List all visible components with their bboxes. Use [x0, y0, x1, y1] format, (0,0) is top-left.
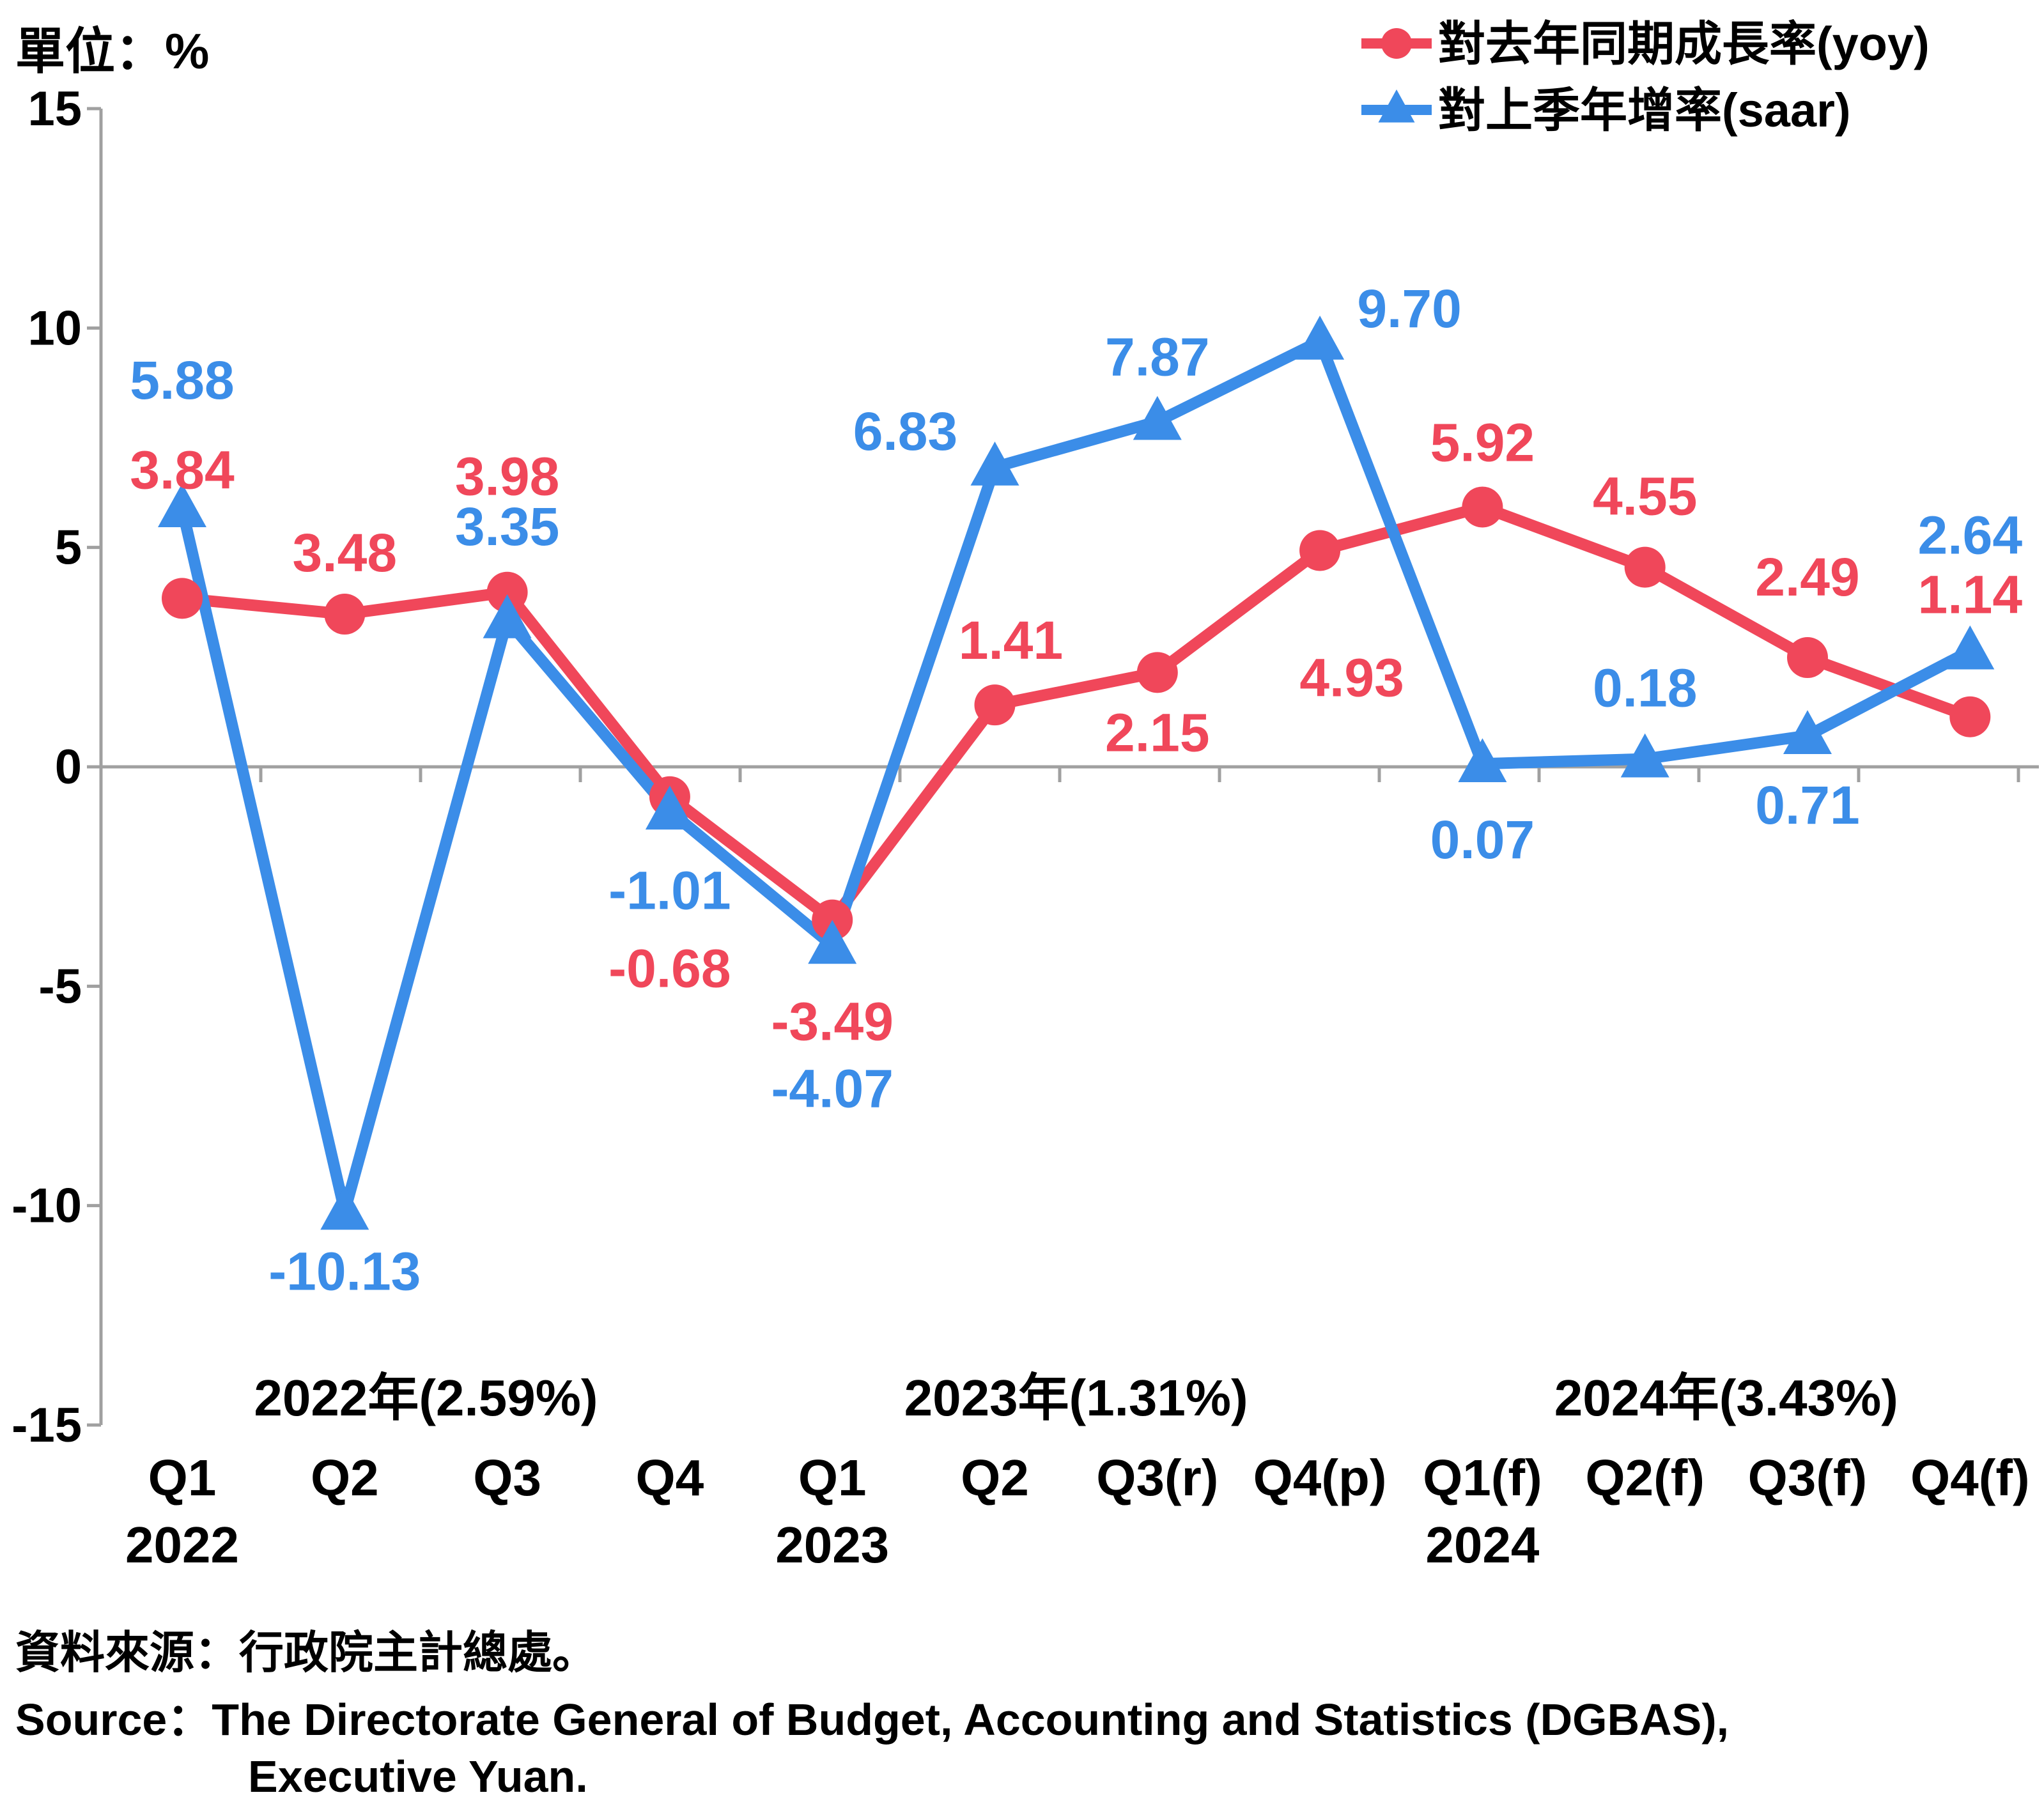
- yoy-data-label: 4.93: [1299, 647, 1404, 707]
- yoy-data-label: 5.92: [1430, 412, 1535, 472]
- saar-marker: [970, 442, 1019, 486]
- legend-triangle-icon: [1378, 89, 1415, 123]
- saar-marker: [158, 483, 206, 528]
- saar-marker: [1946, 625, 1995, 670]
- saar-marker: [1133, 396, 1182, 440]
- saar-data-label: 9.70: [1357, 279, 1462, 339]
- x-tick-labels: Q1 Q2 Q3 Q4 Q1 Q2 Q3(r) Q4(p) Q1(f) Q2(f) Q3(f) Q4(…: [125, 1449, 2030, 1573]
- x-tick-label: Q4(p): [1253, 1449, 1387, 1506]
- yoy-data-label: 2.49: [1755, 547, 1860, 607]
- legend-label: 對上季年增率(saar): [1438, 84, 1851, 137]
- annual-growth-label: 2024年(3.43%): [1554, 1369, 1898, 1426]
- series-line-saar: [176, 335, 1973, 1217]
- saar-data-label: 0.07: [1430, 810, 1535, 870]
- yoy-data-label: 4.55: [1593, 466, 1698, 527]
- saar-data-label: -4.07: [771, 1058, 893, 1118]
- x-tick-label: Q1: [798, 1449, 867, 1506]
- saar-data-label: 2.64: [1918, 505, 2023, 566]
- yoy-data-label: -3.49: [771, 992, 893, 1052]
- legend: 對去年同期成長率(yoy) 對上季年增率(saar): [1361, 17, 1930, 137]
- gdp-growth-line-chart: 15 10 5 0 -5 -10 -15 Q1 Q2 Q3 Q4 Q1 Q2 Q3(r) Q4(p) Q1(…: [12, 17, 2039, 1573]
- axes: [87, 107, 2039, 1427]
- y-tick-label: 10: [27, 301, 82, 355]
- x-tick-label: Q4: [636, 1449, 704, 1506]
- y-tick-label: 0: [55, 740, 82, 794]
- yoy-marker: [1949, 696, 1991, 737]
- saar-marker: [1620, 733, 1669, 778]
- year-label: 2023: [775, 1516, 889, 1573]
- x-tick-label: Q1(f): [1423, 1449, 1542, 1506]
- x-tick-label: Q2: [961, 1449, 1029, 1506]
- yoy-marker: [1299, 530, 1341, 571]
- saar-marker: [1296, 315, 1345, 360]
- saar-data-label: -1.01: [608, 860, 731, 920]
- source-en-line2: Executive Yuan.: [248, 1752, 588, 1801]
- x-tick-label: Q4(f): [1910, 1449, 2030, 1506]
- y-tick-label: -15: [12, 1398, 82, 1453]
- year-label: 2024: [1425, 1516, 1539, 1573]
- yoy-data-label: 3.84: [130, 440, 235, 500]
- x-tick-label: Q3: [473, 1449, 541, 1506]
- yoy-marker: [1624, 546, 1666, 588]
- y-tick-label: 15: [27, 82, 82, 136]
- series-lines: [176, 335, 1973, 1217]
- yoy-marker: [1136, 652, 1178, 693]
- yoy-marker: [486, 571, 528, 613]
- legend-circle-icon: [1381, 28, 1412, 59]
- x-tick-label: Q2: [311, 1449, 379, 1506]
- saar-marker: [320, 1185, 369, 1230]
- saar-marker: [1458, 738, 1507, 782]
- annual-growth-label: 2023年(1.31%): [904, 1369, 1248, 1426]
- saar-data-label: 3.35: [455, 497, 560, 557]
- yoy-data-label: 1.41: [959, 610, 1064, 670]
- year-label: 2022: [125, 1516, 239, 1573]
- annual-labels: 2022年(2.59%) 2023年(1.31%) 2024年(3.43%): [254, 1369, 1898, 1426]
- saar-data-label: 7.87: [1105, 327, 1210, 387]
- annual-growth-label: 2022年(2.59%): [254, 1369, 598, 1426]
- saar-data-label: 0.18: [1593, 658, 1698, 718]
- y-tick-labels: 15 10 5 0 -5 -10 -15: [12, 82, 82, 1453]
- saar-marker: [483, 594, 532, 638]
- x-tick-label: Q3(r): [1096, 1449, 1218, 1506]
- series-markers: [158, 315, 1995, 1230]
- source-en-line1: Source：The Directorate General of Budget…: [15, 1695, 1730, 1745]
- saar-data-label: 6.83: [853, 401, 958, 461]
- unit-label: 單位：%: [15, 23, 210, 79]
- x-tick-label: Q3(f): [1748, 1449, 1868, 1506]
- y-tick-label: -5: [38, 959, 82, 1013]
- yoy-data-label: 3.48: [293, 523, 398, 583]
- yoy-marker: [1787, 637, 1828, 679]
- yoy-marker: [974, 684, 1016, 726]
- yoy-data-label: 3.98: [455, 447, 560, 507]
- yoy-marker: [324, 594, 366, 635]
- yoy-marker: [162, 578, 203, 619]
- y-tick-label: -10: [12, 1179, 82, 1233]
- yoy-data-label: 1.14: [1918, 565, 2023, 625]
- source-zh: 資料來源：行政院主計總處。: [15, 1628, 597, 1677]
- saar-marker: [645, 785, 694, 830]
- yoy-marker: [1462, 486, 1503, 528]
- y-tick-label: 5: [55, 521, 82, 575]
- saar-data-label: 0.71: [1755, 775, 1860, 835]
- data-labels: 3.84 3.48 3.98 -0.68 -3.49 1.41 2.15 4.93 5.92 4.…: [130, 279, 2022, 1302]
- saar-marker: [1783, 710, 1832, 755]
- x-tick-label: Q1: [148, 1449, 217, 1506]
- yoy-data-label: -0.68: [608, 939, 731, 999]
- legend-label: 對去年同期成長率(yoy): [1438, 17, 1930, 70]
- x-tick-label: Q2(f): [1585, 1449, 1705, 1506]
- series-line-yoy: [182, 501, 1972, 926]
- saar-data-label: 5.88: [130, 350, 235, 410]
- saar-marker: [808, 920, 857, 964]
- saar-data-label: -10.13: [268, 1242, 421, 1302]
- yoy-data-label: 2.15: [1105, 702, 1210, 762]
